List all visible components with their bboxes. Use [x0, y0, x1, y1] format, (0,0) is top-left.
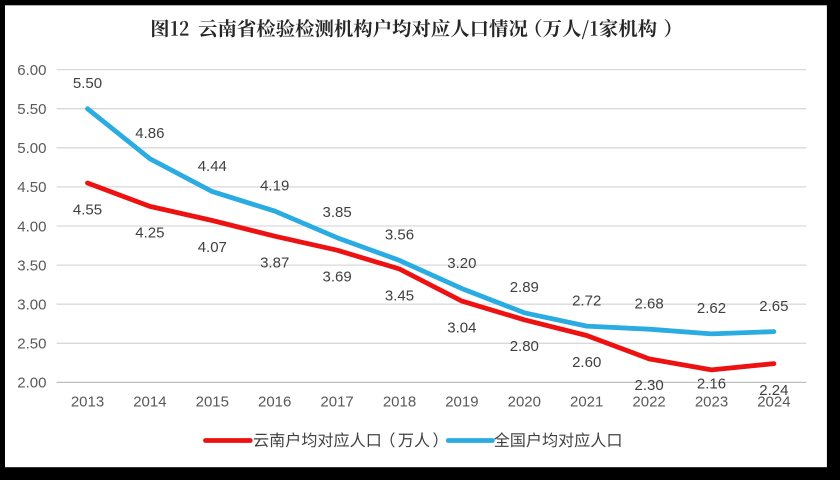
svg-text:2021: 2021	[570, 394, 603, 411]
svg-text:3.50: 3.50	[17, 257, 46, 274]
svg-text:2.65: 2.65	[759, 298, 788, 315]
svg-text:3.87: 3.87	[260, 255, 289, 272]
svg-text:2020: 2020	[508, 394, 541, 411]
svg-text:2019: 2019	[445, 394, 478, 411]
svg-text:2.72: 2.72	[572, 292, 601, 309]
svg-text:3.04: 3.04	[447, 319, 476, 336]
svg-text:4.50: 4.50	[17, 179, 46, 196]
svg-text:2.00: 2.00	[17, 375, 46, 392]
svg-text:2.24: 2.24	[759, 382, 788, 399]
svg-text:4.86: 4.86	[135, 125, 164, 142]
svg-text:2014: 2014	[133, 394, 166, 411]
svg-text:4.07: 4.07	[198, 239, 227, 256]
svg-text:3.56: 3.56	[385, 227, 414, 244]
svg-text:2.16: 2.16	[697, 375, 726, 392]
svg-text:4.00: 4.00	[17, 218, 46, 235]
svg-text:2.30: 2.30	[634, 377, 663, 394]
svg-text:4.19: 4.19	[260, 177, 289, 194]
svg-text:2013: 2013	[71, 394, 104, 411]
svg-text:3.45: 3.45	[385, 287, 414, 304]
svg-text:4.44: 4.44	[198, 158, 227, 175]
svg-text:2.80: 2.80	[510, 338, 539, 355]
svg-text:5.50: 5.50	[17, 101, 46, 118]
svg-text:6.00: 6.00	[17, 62, 46, 79]
svg-text:2.89: 2.89	[510, 279, 539, 296]
svg-text:5.50: 5.50	[73, 75, 102, 92]
svg-text:4.55: 4.55	[73, 201, 102, 218]
svg-text:2024: 2024	[757, 394, 790, 411]
svg-text:3.69: 3.69	[322, 269, 351, 286]
svg-text:2015: 2015	[196, 394, 229, 411]
svg-text:2022: 2022	[632, 394, 665, 411]
svg-text:2017: 2017	[320, 394, 353, 411]
svg-text:2.68: 2.68	[634, 296, 663, 313]
svg-text:3.20: 3.20	[447, 255, 476, 272]
svg-text:2023: 2023	[695, 394, 728, 411]
svg-text:3.85: 3.85	[322, 204, 351, 221]
svg-text:2.62: 2.62	[697, 300, 726, 317]
svg-text:2.60: 2.60	[572, 354, 601, 371]
svg-text:4.25: 4.25	[135, 225, 164, 242]
svg-text:2018: 2018	[383, 394, 416, 411]
svg-text:3.00: 3.00	[17, 297, 46, 314]
svg-text:5.00: 5.00	[17, 140, 46, 157]
svg-text:2016: 2016	[258, 394, 291, 411]
svg-text:2.50: 2.50	[17, 336, 46, 353]
